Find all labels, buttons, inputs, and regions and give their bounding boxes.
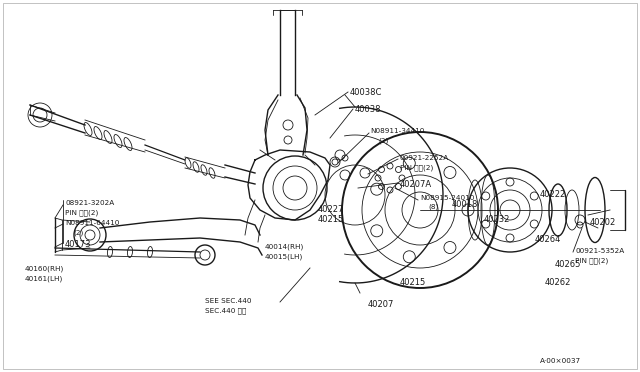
Text: SEC.440 参照: SEC.440 参照 — [205, 307, 246, 314]
Text: 00921-2252A: 00921-2252A — [400, 155, 449, 161]
Text: 40264: 40264 — [535, 235, 561, 244]
Text: (2): (2) — [378, 138, 388, 144]
Text: 40161(LH): 40161(LH) — [25, 275, 63, 282]
Text: 40262: 40262 — [545, 278, 572, 287]
Text: SEE SEC.440: SEE SEC.440 — [205, 298, 252, 304]
Text: PIN ピン(2): PIN ピン(2) — [575, 257, 608, 264]
Text: PIN ピン(2): PIN ピン(2) — [400, 164, 433, 171]
Text: 40215: 40215 — [400, 278, 426, 287]
Text: A·00×0037: A·00×0037 — [540, 358, 581, 364]
Text: 40018: 40018 — [452, 200, 478, 209]
Text: 08921-3202A: 08921-3202A — [65, 200, 115, 206]
Text: (8): (8) — [428, 204, 438, 211]
Text: 40173: 40173 — [65, 240, 92, 249]
Text: N08911-34410: N08911-34410 — [370, 128, 424, 134]
Text: N08911-64410: N08911-64410 — [65, 220, 120, 226]
Text: 40207: 40207 — [368, 300, 394, 309]
Text: PIN ピン(2): PIN ピン(2) — [65, 209, 99, 216]
Text: 40232: 40232 — [484, 215, 510, 224]
Text: 40038C: 40038C — [350, 88, 382, 97]
Text: 40015(LH): 40015(LH) — [265, 253, 303, 260]
Text: 40227: 40227 — [318, 205, 344, 214]
Text: 40038: 40038 — [355, 105, 381, 114]
Text: 40160(RH): 40160(RH) — [25, 266, 64, 273]
Text: 40265: 40265 — [555, 260, 581, 269]
Text: 40215: 40215 — [318, 215, 344, 224]
Text: 40207A: 40207A — [400, 180, 432, 189]
Text: 40014(RH): 40014(RH) — [265, 243, 304, 250]
Text: 40222: 40222 — [540, 190, 566, 199]
Text: 40202: 40202 — [590, 218, 616, 227]
Text: N08915-24010: N08915-24010 — [420, 195, 474, 201]
Text: 00921-5352A: 00921-5352A — [575, 248, 624, 254]
Text: (2): (2) — [73, 229, 83, 235]
